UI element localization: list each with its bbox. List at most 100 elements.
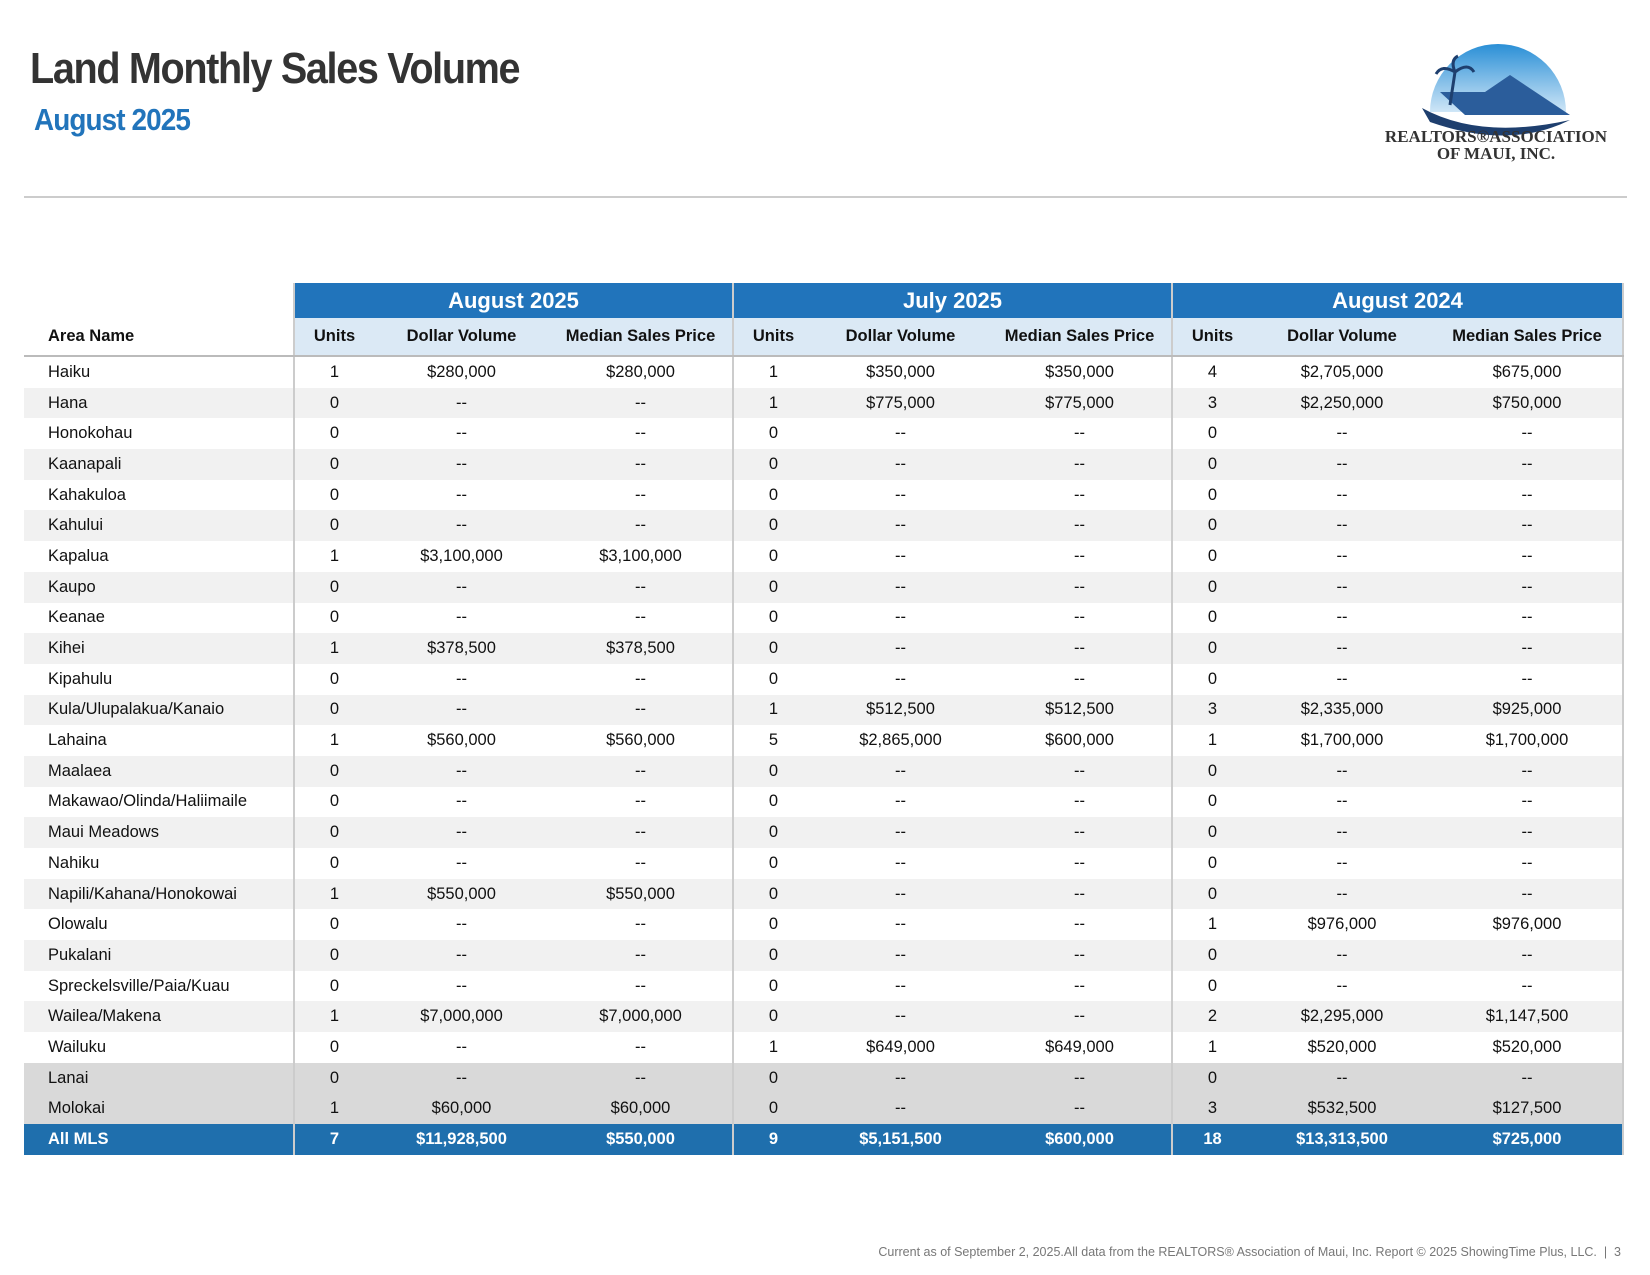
cell: 1 [293,1093,374,1125]
cell: -- [988,633,1173,664]
column-header-row: Area Name Units Dollar Volume Median Sales … [24,318,1624,357]
cell: -- [988,970,1173,1002]
cell: 1 [293,633,374,664]
cell: -- [813,1062,988,1094]
cell: $2,295,000 [1252,1001,1432,1033]
cell: 0 [1171,878,1252,910]
cell: $1,147,500 [1432,1001,1624,1033]
cell: -- [456,669,467,688]
group-header: July 2025 [732,283,1173,318]
cell: -- [549,970,734,1002]
cell: 3 [1171,1093,1252,1125]
cell: -- [374,571,549,603]
cell: 0 [732,571,813,603]
cell: 0 [732,510,813,542]
cell: 0 [732,878,813,910]
cell: 9 [732,1124,813,1156]
cell: 0 [293,1062,374,1094]
area-name: Kapalua [24,541,295,572]
cell: -- [456,1037,467,1056]
cell: -- [988,1062,1173,1094]
cell: -- [1432,510,1624,542]
cell: -- [1252,817,1432,848]
cell: -- [988,878,1173,910]
area-name: Nahiku [24,848,295,879]
cell: -- [549,479,734,511]
cell: 0 [293,909,374,941]
cell: -- [988,940,1173,971]
cell: 0 [1171,1062,1252,1094]
cell: $925,000 [1432,694,1624,726]
cell: -- [988,571,1173,603]
cell: 1 [1171,1032,1252,1063]
cell: -- [813,1093,988,1125]
cell: $750,000 [1432,387,1624,419]
cell: $60,000 [549,1093,734,1125]
cell: 0 [1171,755,1252,787]
cell: -- [456,853,467,872]
cell: 1 [293,725,374,756]
cell: 0 [293,663,374,695]
cell: -- [1336,608,1348,627]
cell: $976,000 [1307,915,1377,934]
cell: -- [1336,546,1348,565]
cell: $350,000 [988,356,1173,388]
area-name: Makawao/Olinda/Haliimaile [24,786,295,818]
area-name: Kahakuloa [24,479,295,511]
cell: $7,000,000 [374,1001,549,1033]
cell: 0 [732,1001,813,1033]
cell: 0 [732,479,813,511]
subtitle: August 2025 [34,102,191,137]
logo-text: REALTORS®ASSOCIATION [1385,127,1608,146]
cell: -- [549,848,734,879]
cell: 0 [732,786,813,818]
area-name: Wailuku [24,1032,295,1063]
cell: -- [1336,792,1348,811]
cell: 0 [293,510,374,542]
table-row: Wailuku 0 -- -- 1 $649,000 $649,000 1 $520,000 $5… [24,1032,1624,1063]
cell: -- [549,418,734,450]
cell: 18 [1171,1124,1252,1156]
cell: $649,000 [866,1037,935,1056]
table-row: Hana 0 -- -- 1 $775,000 $775,000 3 $2,250,000 $75… [24,387,1624,419]
cell: $775,000 [988,387,1173,419]
cell: -- [895,485,906,504]
cell: $127,500 [1432,1093,1624,1125]
cell: $560,000 [549,725,734,756]
column-header: Median Sales Price [549,318,734,357]
table-row: Kahakuloa 0 -- -- 0 -- -- 0 -- -- [24,479,1624,511]
table-row: Haiku 1 $280,000 $280,000 1 $350,000 $350,000 4… [24,356,1624,388]
cell: 0 [293,602,374,634]
cell: 0 [1171,602,1252,634]
cell: $3,100,000 [549,541,734,572]
cell: -- [813,510,988,542]
cell: 0 [293,479,374,511]
area-name: Keanae [24,602,295,634]
footer: Current as of September 2, 2025.All data… [878,1245,1621,1259]
cell: $550,000 [374,878,549,910]
cell: $11,928,500 [374,1124,549,1156]
column-header: Dollar Volume [813,318,988,357]
cell: -- [549,1062,734,1094]
cell: $725,000 [1432,1124,1624,1156]
cell: -- [988,817,1173,848]
cell: $3,100,000 [420,546,503,565]
cell: -- [456,792,467,811]
logo-palm [1434,54,1476,106]
area-name: Haiku [24,356,295,388]
cell: 2 [1171,1001,1252,1033]
cell: -- [374,387,549,419]
area-name: Wailea/Makena [24,1001,295,1033]
cell: -- [1432,1062,1624,1094]
cell: 1 [732,356,813,388]
cell: -- [988,786,1173,818]
cell: 1 [732,694,813,726]
cell: -- [1336,485,1348,504]
column-header: Units [1171,318,1252,357]
cell: 0 [293,970,374,1002]
column-header: Units [732,318,813,357]
table-row: Kaupo 0 -- -- 0 -- -- 0 -- -- [24,571,1624,603]
cell: 0 [293,940,374,971]
cell: -- [1336,424,1348,443]
cell: -- [813,940,988,971]
